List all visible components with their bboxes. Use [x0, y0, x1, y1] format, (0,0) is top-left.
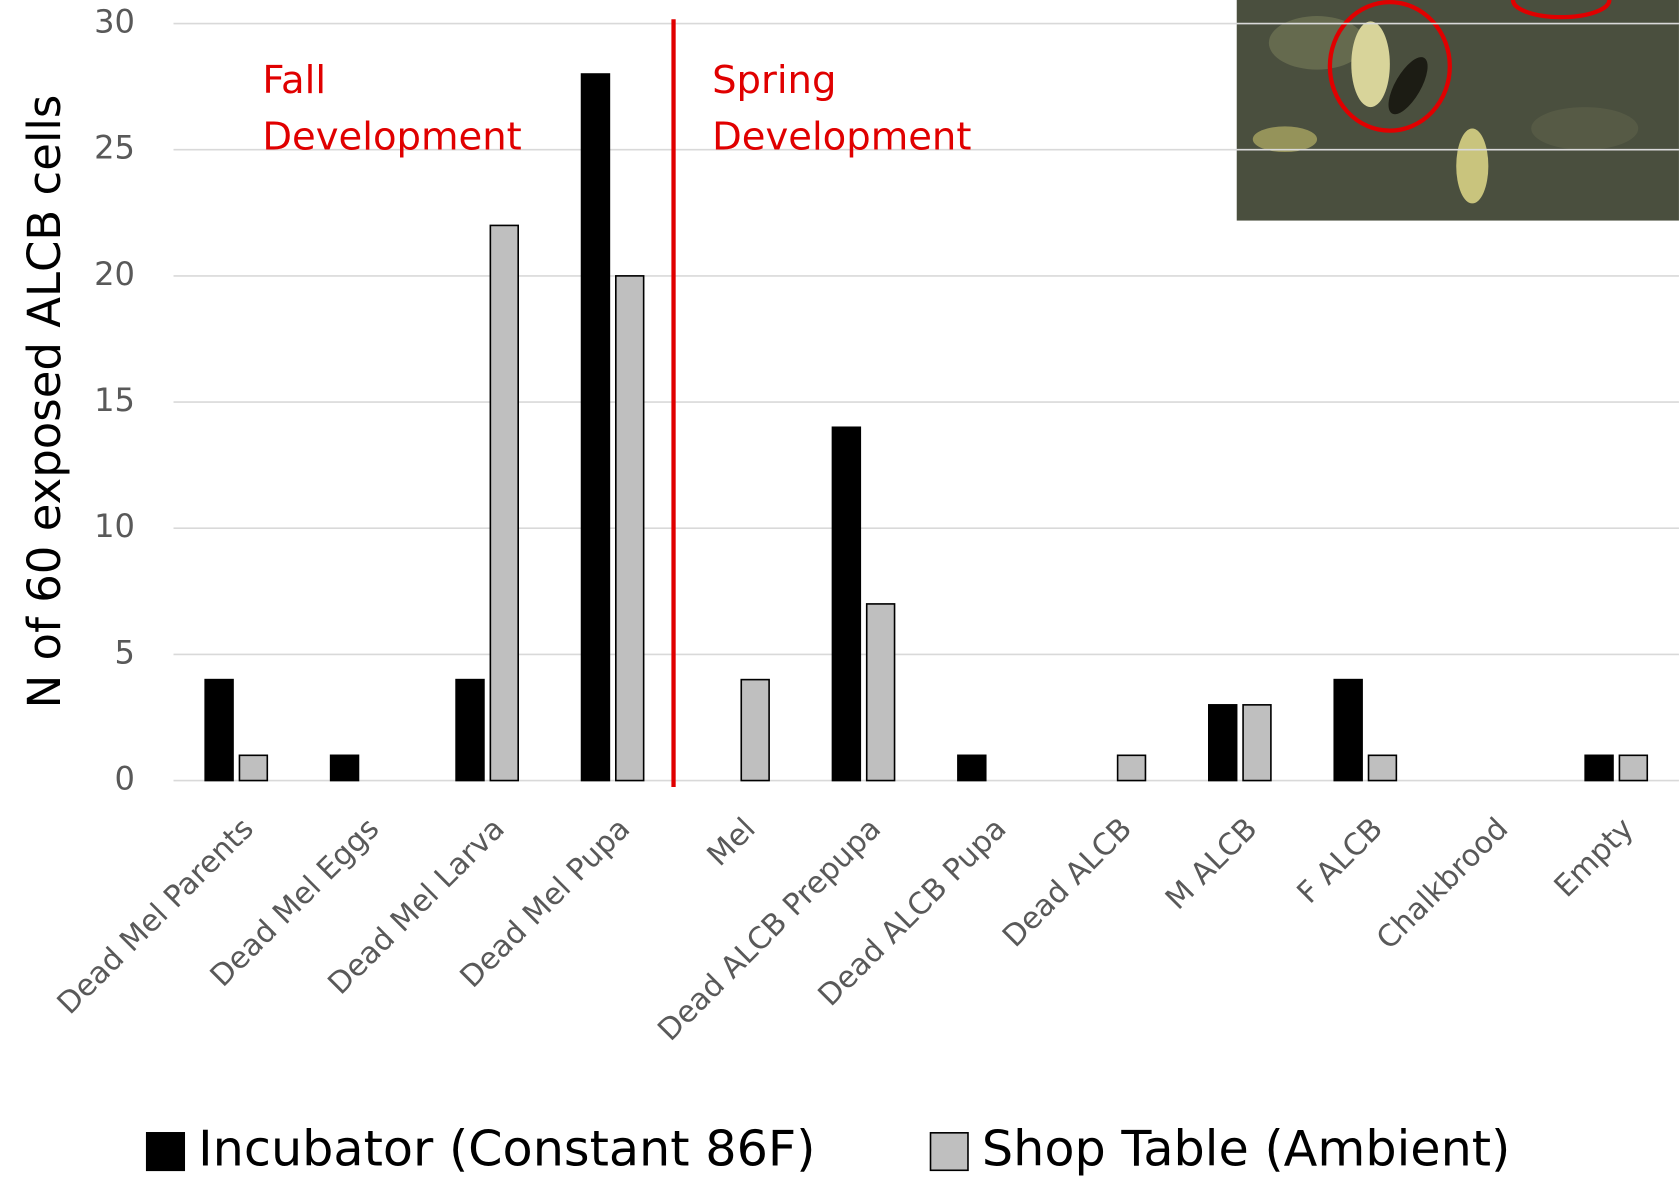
- bar: [958, 755, 986, 780]
- legend-swatch: [931, 1133, 968, 1170]
- page: {"chart_data": {"type": "bar", "ylabel":…: [0, 0, 1679, 1181]
- legend-label: Incubator (Constant 86F): [198, 1120, 815, 1178]
- bar: [1619, 755, 1647, 780]
- y-tick-label: 30: [94, 3, 135, 41]
- bar: [331, 755, 359, 780]
- bar: [1369, 755, 1397, 780]
- annotation: Fall: [262, 58, 326, 103]
- bar: [832, 427, 860, 780]
- annotation: Development: [712, 115, 971, 160]
- bar: [582, 74, 610, 781]
- bar: [1209, 705, 1237, 781]
- y-tick-label: 20: [94, 255, 135, 293]
- bar: [205, 680, 233, 781]
- bar: [741, 680, 769, 781]
- legend-swatch: [147, 1133, 184, 1170]
- bar: [239, 755, 267, 780]
- chart: N of 60 exposed ALCB cells 0 5 10 15 20 25 30 D…: [0, 0, 1679, 1181]
- bar: [1334, 680, 1362, 781]
- y-tick-label: 0: [115, 760, 135, 798]
- y-axis-label: N of 60 exposed ALCB cells: [18, 95, 71, 709]
- annotation: Development: [262, 115, 521, 160]
- y-tick-label: 25: [94, 129, 135, 167]
- y-tick-label: 10: [94, 507, 135, 545]
- x-tick-label: F ALCB: [1291, 811, 1390, 910]
- legend-label: Shop Table (Ambient): [982, 1120, 1510, 1178]
- y-tick-label: 5: [115, 633, 135, 671]
- x-tick-label: M ALCB: [1159, 811, 1264, 916]
- bar: [1585, 755, 1613, 780]
- annotation: Spring: [712, 58, 836, 103]
- bar: [867, 604, 895, 781]
- bar: [456, 680, 484, 781]
- x-tick-label: Chalkbrood: [1370, 811, 1515, 956]
- x-tick-label: Mel: [701, 811, 763, 873]
- bar: [1118, 755, 1146, 780]
- inset-photo: [1237, 0, 1679, 221]
- bar: [490, 225, 518, 780]
- bar: [616, 276, 644, 781]
- x-tick-label: Dead ALCB: [996, 811, 1139, 954]
- bar: [1243, 705, 1271, 781]
- x-tick-label: Empty: [1548, 811, 1641, 904]
- x-tick-label: Dead ALCB Prepupa: [651, 811, 888, 1048]
- y-tick-label: 15: [94, 381, 135, 419]
